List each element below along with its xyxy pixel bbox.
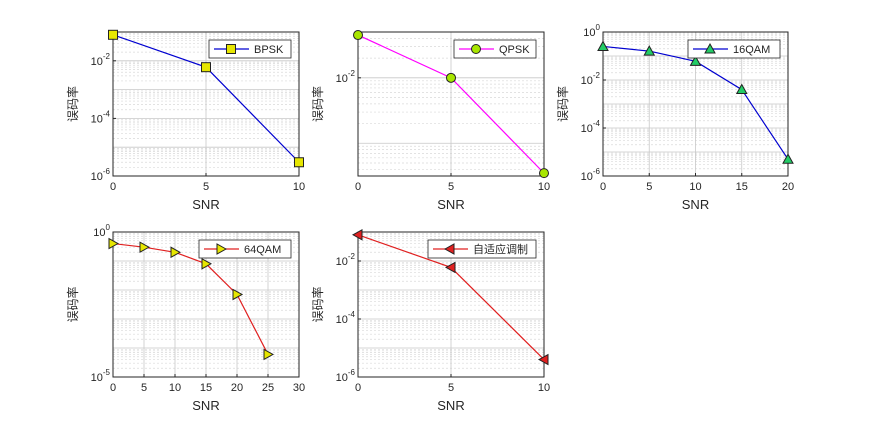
data-point xyxy=(597,40,609,51)
x-tick-label: 0 xyxy=(110,181,116,193)
legend-label: QPSK xyxy=(499,44,530,56)
data-point xyxy=(139,241,151,254)
y-axis-label: 误码率 xyxy=(65,86,80,122)
x-tick-label: 10 xyxy=(538,382,550,394)
x-tick-label: 5 xyxy=(448,382,454,394)
x-tick-label: 25 xyxy=(262,382,274,394)
y-tick-label: 100 xyxy=(93,223,110,239)
data-point xyxy=(108,29,118,40)
x-axis-label: SNR xyxy=(682,197,709,212)
x-axis-label: SNR xyxy=(192,197,219,212)
legend-marker xyxy=(471,44,481,54)
legend-label: BPSK xyxy=(254,44,284,56)
y-tick-label: 10-2 xyxy=(336,69,356,85)
x-tick-label: 20 xyxy=(231,382,243,394)
series-line xyxy=(112,242,269,355)
legend-label: 自适应调制 xyxy=(473,242,528,256)
legend-label: 64QAM xyxy=(244,244,281,256)
data-point xyxy=(108,237,120,250)
data-point xyxy=(201,62,211,73)
subplot-3: 0 5 10 15 20 10-6 10-4 10-2 100 SNR 误码率 16QAM xyxy=(555,23,794,212)
y-axis-label: 误码率 xyxy=(65,286,80,322)
x-tick-label: 10 xyxy=(538,181,550,193)
data-point xyxy=(782,153,794,164)
x-tick-label: 10 xyxy=(689,181,701,193)
data-point xyxy=(353,30,363,41)
x-tick-label: 5 xyxy=(203,181,209,193)
data-point xyxy=(643,45,656,56)
x-tick-label: 30 xyxy=(293,382,305,394)
legend-box xyxy=(198,239,292,259)
data-point xyxy=(735,83,748,95)
data-point xyxy=(351,228,363,241)
x-axis-label: SNR xyxy=(437,197,464,212)
legend: 自适应调制 xyxy=(427,239,537,259)
y-tick-label: 100 xyxy=(583,23,600,39)
data-point xyxy=(446,72,456,83)
data-point xyxy=(201,257,213,270)
data-point xyxy=(689,55,702,66)
x-axis-label: SNR xyxy=(192,398,219,413)
data-point xyxy=(263,348,275,361)
x-tick-label: 10 xyxy=(169,382,181,394)
y-axis-label: 误码率 xyxy=(310,286,325,322)
legend: 64QAM xyxy=(198,239,292,259)
subplot-5: 0 5 10 10-6 10-4 10-2 SNR 误码率 自适应调制 xyxy=(310,228,550,413)
y-axis-label: 误码率 xyxy=(555,86,570,122)
data-point xyxy=(170,246,182,259)
data-point xyxy=(444,261,456,274)
legend-marker xyxy=(216,243,228,255)
x-tick-label: 5 xyxy=(646,181,652,193)
subplot-1: 0 5 10 10-6 10-4 10-2 SNR 误码率 BPSK xyxy=(65,29,305,212)
y-tick-label: 10-2 xyxy=(581,71,601,87)
y-tick-label: 10-2 xyxy=(336,252,356,268)
data-point xyxy=(232,288,244,301)
y-tick-label: 10-6 xyxy=(91,167,111,183)
x-tick-label: 5 xyxy=(448,181,454,193)
y-tick-label: 10-5 xyxy=(91,368,111,384)
legend-marker xyxy=(443,243,455,255)
x-tick-label: 0 xyxy=(600,181,606,193)
legend-label: 16QAM xyxy=(733,44,770,56)
x-axis-label: SNR xyxy=(437,398,464,413)
data-point xyxy=(537,353,549,366)
x-tick-label: 15 xyxy=(200,382,212,394)
x-tick-label: 0 xyxy=(355,382,361,394)
legend-marker xyxy=(704,42,716,54)
x-tick-label: 15 xyxy=(736,181,748,193)
x-tick-label: 0 xyxy=(355,181,361,193)
y-tick-label: 10-2 xyxy=(91,52,111,68)
legend: QPSK xyxy=(453,39,537,59)
legend: BPSK xyxy=(208,39,292,59)
y-axis-label: 误码率 xyxy=(310,86,325,122)
x-tick-label: 5 xyxy=(141,382,147,394)
subplot-2: 0 5 10 10-2 SNR 误码率 QPSK xyxy=(310,30,550,212)
legend-box xyxy=(427,239,537,259)
data-point xyxy=(539,168,549,179)
x-tick-label: 20 xyxy=(782,181,794,193)
y-tick-label: 10-6 xyxy=(581,167,601,183)
legend: 16QAM xyxy=(687,39,781,59)
y-tick-label: 10-4 xyxy=(336,310,356,326)
y-tick-label: 10-4 xyxy=(581,119,601,135)
y-tick-label: 10-4 xyxy=(91,109,111,125)
x-tick-label: 10 xyxy=(293,181,305,193)
x-tick-label: 0 xyxy=(110,382,116,394)
subplot-4: 0 5 10 15 20 25 30 10-5 100 SNR 误码率 64QAM xyxy=(65,223,305,413)
y-tick-label: 10-6 xyxy=(336,368,356,384)
legend-marker xyxy=(226,44,236,54)
data-point xyxy=(294,157,304,168)
